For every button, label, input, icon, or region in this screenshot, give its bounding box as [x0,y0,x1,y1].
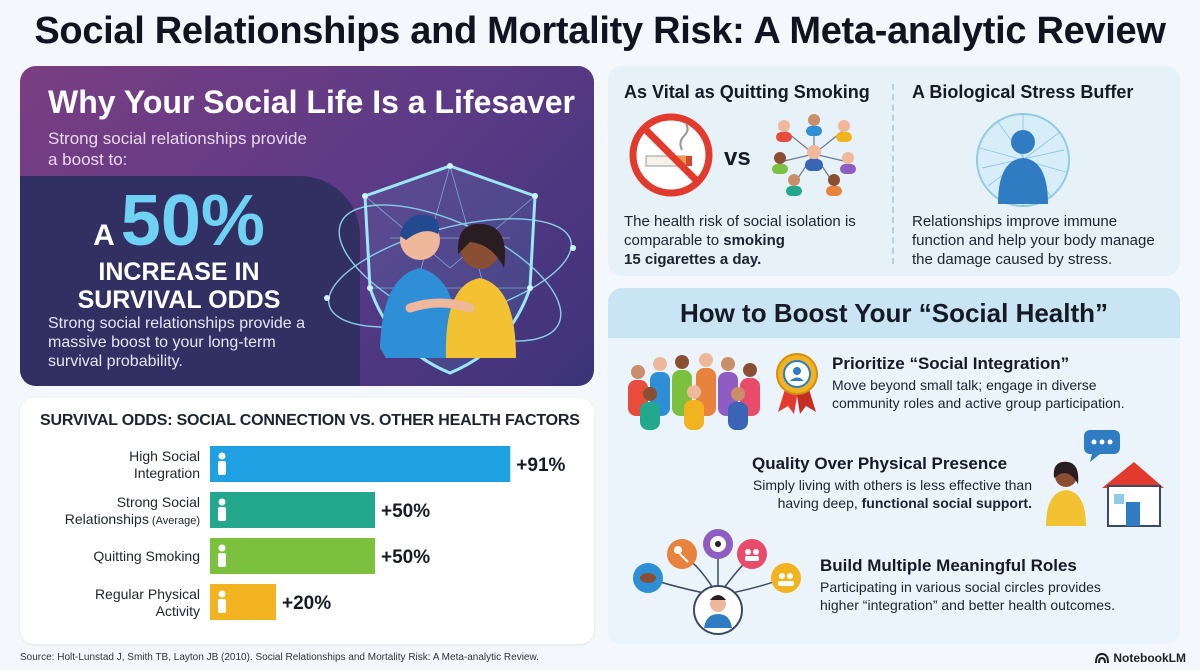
boost-title: How to Boost Your “Social Health” [679,298,1109,328]
buffer-title: A Biological Stress Buffer [912,82,1134,102]
bar-person-icon-head-3 [218,590,226,598]
tip-text-integration-line1: Move beyond small talk; engage in divers… [832,377,1097,393]
notebooklm-logo-icon [1095,652,1110,664]
bar-person-icon-body-1 [218,507,226,521]
bar-person-icon-body-2 [218,553,226,567]
hero-dark-backdrop [20,176,360,386]
tip-text-quality-line2-bold: functional social support. [861,495,1032,511]
tip-text-roles-line2: higher “integration” and better health o… [820,597,1115,613]
home-support-icon [1046,430,1164,527]
category-label-2: Quitting Smoking [93,548,200,564]
bar-2 [210,538,375,574]
hero-panel: Why Your Social Life Is a Lifesaver Stro… [20,66,594,386]
tip-text-quality-line2-plain: having deep, [777,495,858,511]
social-group-icon [772,114,856,196]
bar-person-icon-head-0 [218,452,226,460]
no-smoking-icon [629,113,713,197]
bar-0 [210,446,511,482]
bar-person-icon-head-1 [218,498,226,506]
tip-text-integration: Move beyond small talk; engage in divers… [832,376,1125,412]
tip-title-quality: Quality Over Physical Presence [752,454,1008,473]
bar-value-label-1: +50% [381,501,430,522]
award-ribbon-icon [776,353,818,414]
bar-value-label-2: +50% [381,547,430,568]
hero-stat-value: 50% [120,181,265,261]
bar-value-label-3: +20% [282,593,331,614]
tip-text-roles: Participating in various social circles … [820,578,1115,614]
hero-stat: A 50% INCREASE IN SURVIVAL ODDS [44,184,314,314]
hero-description: Strong social relationships provide a ma… [48,315,306,370]
tip-title-roles: Build Multiple Meaningful Roles [820,556,1077,575]
category-note-1: (Average) [149,515,200,527]
body-shield-icon [976,113,1070,207]
hero-stat-line1: INCREASE IN [98,258,260,286]
page-title: Social Relationships and Mortality Risk:… [34,10,1166,52]
survival-odds-chart: SURVIVAL ODDS: SOCIAL CONNECTION VS. OTH… [20,398,594,644]
panel-divider [892,84,894,264]
hero-stat-line2: SURVIVAL ODDS [77,286,281,314]
category-label-line2-3: Activity [156,603,200,619]
brand-mark: NotebookLM [1095,651,1186,665]
bar-1 [210,492,375,528]
buffer-text: Relationships improve immune function an… [912,213,1155,268]
tip-title-integration: Prioritize “Social Integration” [832,354,1070,373]
boost-panel: How to Boost Your “Social Health” [608,288,1180,644]
vs-label: vs [724,144,751,171]
couple-shield-illustration [324,163,576,375]
category-label-1: Strong Social [117,494,200,510]
smoking-text-bold2: 15 cigarettes a day. [624,251,762,268]
bar-person-icon-body-3 [218,599,226,613]
boost-header [608,288,1180,338]
tip-text-quality: Simply living with others is less effect… [712,476,1032,512]
crowd-icon [628,353,760,430]
tip-text-roles-line1: Participating in various social circles … [820,579,1101,595]
smoking-text-plain: The health risk of social isolation is c… [624,213,856,249]
brand-name: NotebookLM [1113,651,1186,665]
bar-value-label-0: +91% [516,455,565,476]
source-citation: Source: Holt-Lunstad J, Smith TB, Layton… [20,652,539,663]
hero-title: Why Your Social Life Is a Lifesaver [48,84,575,120]
social-roles-icon [633,529,801,635]
smoking-text-bold1: smoking [723,232,785,249]
hero-stat-prefix: A [93,219,115,252]
smoking-text: The health risk of social isolation is c… [624,212,884,269]
category-label-0: High Social [129,448,200,464]
category-label-line2-1: Relationships (Average) [65,511,200,527]
smoking-title: As Vital as Quitting Smoking [624,82,870,102]
tip-text-quality-line1: Simply living with others is less effect… [752,477,1032,493]
bar-person-icon-head-2 [218,544,226,552]
tip-text-integration-line2: community roles and active group partici… [832,395,1125,411]
category-label-line2-0: Integration [134,465,200,481]
hero-subtitle: Strong social relationships provide a bo… [48,129,307,169]
category-label-3: Regular Physical [95,586,200,602]
bar-person-icon-body-0 [218,461,226,475]
chart-title: SURVIVAL ODDS: SOCIAL CONNECTION VS. OTH… [40,412,580,429]
